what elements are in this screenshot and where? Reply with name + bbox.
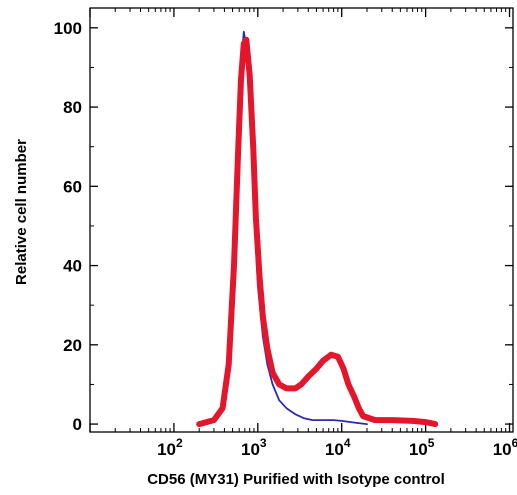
x-tick-label: 104 (325, 436, 351, 459)
plot-frame (89, 7, 514, 433)
y-tick-label: 80 (63, 98, 82, 117)
plot-border (89, 7, 514, 433)
series-2-line (196, 36, 439, 428)
series-layer (196, 30, 439, 428)
x-tick-label: 105 (409, 436, 435, 459)
x-tick-label: 106 (493, 436, 517, 459)
y-tick-label: 40 (63, 257, 82, 276)
x-axis: 102 103 104 105 106 (89, 8, 517, 459)
x-tick-label: 102 (157, 436, 183, 459)
x-tick-label: 103 (241, 436, 267, 459)
y-tick-label: 0 (73, 415, 82, 434)
y-axis: 0 20 40 60 80 100 (54, 19, 513, 434)
y-tick-label: 20 (63, 336, 82, 355)
y-tick-label: 60 (63, 177, 82, 196)
y-axis-title: Relative cell number (13, 139, 30, 285)
x-axis-title: CD56 (MY31) Purified with Isotype contro… (147, 471, 445, 488)
y-tick-label: 100 (54, 19, 82, 38)
